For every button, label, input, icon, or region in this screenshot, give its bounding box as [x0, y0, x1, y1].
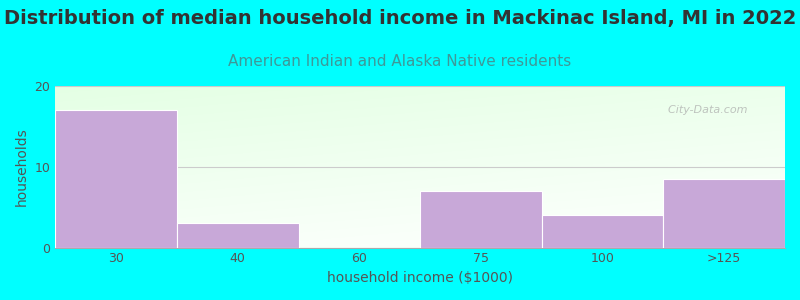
- Text: Distribution of median household income in Mackinac Island, MI in 2022: Distribution of median household income …: [4, 9, 796, 28]
- Bar: [177, 223, 298, 247]
- Bar: [420, 191, 542, 247]
- Text: City-Data.com: City-Data.com: [661, 105, 747, 116]
- Bar: [542, 215, 663, 247]
- Y-axis label: households: households: [15, 128, 29, 206]
- Bar: [55, 110, 177, 247]
- Text: American Indian and Alaska Native residents: American Indian and Alaska Native reside…: [228, 54, 572, 69]
- X-axis label: household income ($1000): household income ($1000): [327, 271, 513, 285]
- Bar: [663, 179, 785, 247]
